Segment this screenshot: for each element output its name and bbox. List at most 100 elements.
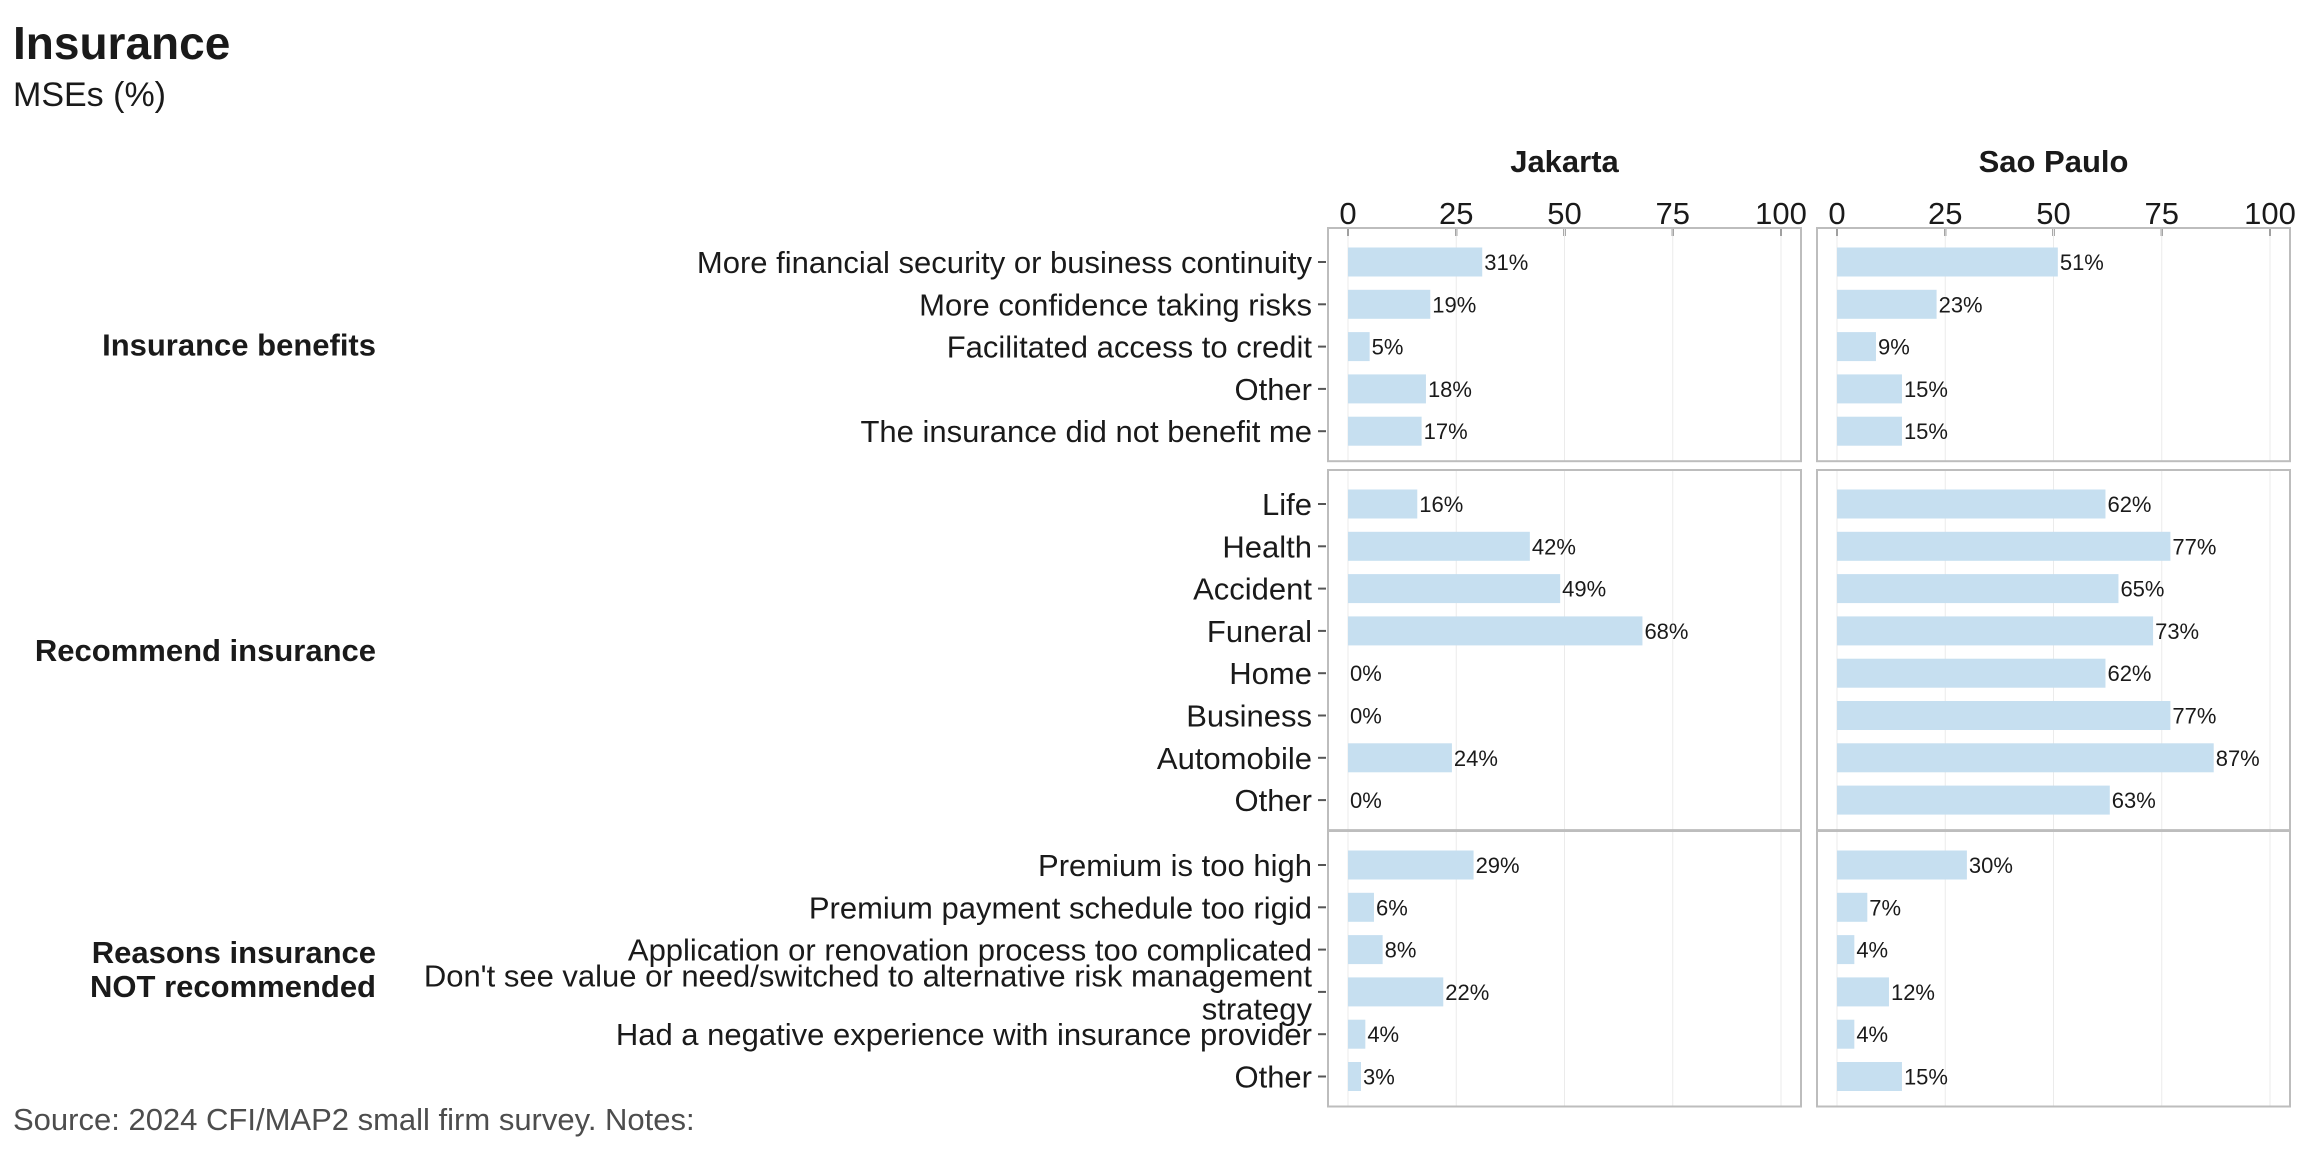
x-tick-label: 100 [2244, 196, 2296, 231]
data-label: 7% [1869, 895, 1901, 920]
x-tick-label: 100 [1755, 196, 1807, 231]
bar [1348, 374, 1426, 404]
bar [1837, 489, 2106, 519]
bar [1837, 574, 2119, 604]
data-label: 49% [1562, 577, 1606, 602]
data-label: 73% [2155, 619, 2199, 644]
category-label: Funeral [1207, 614, 1312, 649]
data-label: 8% [1385, 938, 1417, 963]
bar [1348, 489, 1418, 519]
bar [1837, 531, 2171, 561]
category-label: Premium is too high [1038, 848, 1312, 883]
data-label: 4% [1856, 1022, 1888, 1047]
data-label: 62% [2107, 661, 2151, 686]
category-label: Automobile [1157, 741, 1312, 776]
category-label: More confidence taking risks [919, 287, 1312, 322]
bar [1348, 892, 1374, 922]
bar [1348, 977, 1444, 1007]
bar [1837, 701, 2171, 730]
category-label: Other [1234, 783, 1312, 818]
bar [1837, 616, 2154, 646]
bar [1348, 289, 1431, 319]
bar [1837, 977, 1889, 1007]
category-label: The insurance did not benefit me [861, 414, 1313, 449]
data-label: 15% [1904, 1065, 1948, 1090]
data-label: 77% [2172, 704, 2216, 729]
bar [1837, 785, 2110, 815]
bar [1837, 289, 1937, 319]
data-label: 15% [1904, 377, 1948, 402]
category-label: Accident [1193, 572, 1312, 607]
data-label: 17% [1424, 419, 1468, 444]
chart-subtitle: MSEs (%) [13, 76, 166, 114]
data-label: 51% [2060, 250, 2104, 275]
data-label: 87% [2216, 746, 2260, 771]
data-label: 6% [1376, 895, 1408, 920]
chart-title: Insurance [13, 17, 231, 69]
data-label: 0% [1350, 661, 1382, 686]
bar [1837, 416, 1902, 446]
category-label: More financial security or business cont… [697, 245, 1313, 280]
group-label: NOT recommended [90, 969, 376, 1004]
data-label: 30% [1969, 853, 2013, 878]
category-label: Premium payment schedule too rigid [809, 890, 1312, 925]
bar [1348, 247, 1483, 277]
category-label: strategy [1202, 991, 1313, 1026]
x-tick-label: 75 [2145, 196, 2179, 231]
data-label: 3% [1363, 1065, 1395, 1090]
category-label: Other [1234, 372, 1312, 407]
bar [1837, 332, 1876, 362]
category-label: Business [1186, 699, 1312, 734]
data-label: 4% [1367, 1022, 1399, 1047]
bar [1348, 416, 1422, 446]
data-label: 65% [2120, 577, 2164, 602]
category-label: Health [1222, 529, 1312, 564]
x-tick-label: 0 [1339, 196, 1356, 231]
bar [1348, 935, 1383, 965]
facet-title-0: Jakarta [1510, 144, 1619, 179]
panel-border [1816, 227, 2291, 463]
data-label: 23% [1939, 292, 1983, 317]
x-tick-label: 50 [2036, 196, 2070, 231]
bar [1348, 332, 1370, 362]
bar [1837, 743, 2214, 773]
category-label: Other [1234, 1060, 1312, 1095]
x-tick-label: 25 [1928, 196, 1962, 231]
data-label: 62% [2107, 492, 2151, 517]
category-label: Application or renovation process too co… [628, 933, 1312, 968]
bar [1837, 247, 2058, 277]
bar [1348, 616, 1643, 646]
bar [1348, 1019, 1366, 1049]
bar [1348, 531, 1530, 561]
category-label: Home [1229, 656, 1312, 691]
x-tick-label: 75 [1656, 196, 1690, 231]
data-label: 29% [1476, 853, 1520, 878]
bar [1348, 1062, 1361, 1091]
bar [1348, 574, 1561, 604]
panel-border [1327, 830, 1802, 1108]
data-label: 77% [2172, 534, 2216, 559]
data-label: 42% [1532, 534, 1576, 559]
data-label: 4% [1856, 938, 1888, 963]
category-label: Had a negative experience with insurance… [616, 1017, 1312, 1052]
data-label: 16% [1419, 492, 1463, 517]
bar [1837, 935, 1855, 965]
x-tick-label: 0 [1828, 196, 1845, 231]
category-label: Life [1262, 487, 1312, 522]
data-label: 0% [1350, 704, 1382, 729]
bar [1837, 1062, 1902, 1091]
source-note: Source: 2024 CFI/MAP2 small firm survey.… [13, 1102, 695, 1137]
data-label: 19% [1432, 292, 1476, 317]
x-tick-label: 25 [1439, 196, 1473, 231]
data-label: 9% [1878, 335, 1910, 360]
panel-border [1327, 227, 1802, 463]
bar [1837, 892, 1868, 922]
bar [1837, 374, 1902, 404]
bar [1837, 850, 1967, 880]
facet-title-1: Sao Paulo [1979, 144, 2129, 179]
bar [1348, 743, 1452, 773]
group-label: Reasons insurance [92, 935, 376, 970]
data-label: 18% [1428, 377, 1472, 402]
bar [1837, 1019, 1855, 1049]
